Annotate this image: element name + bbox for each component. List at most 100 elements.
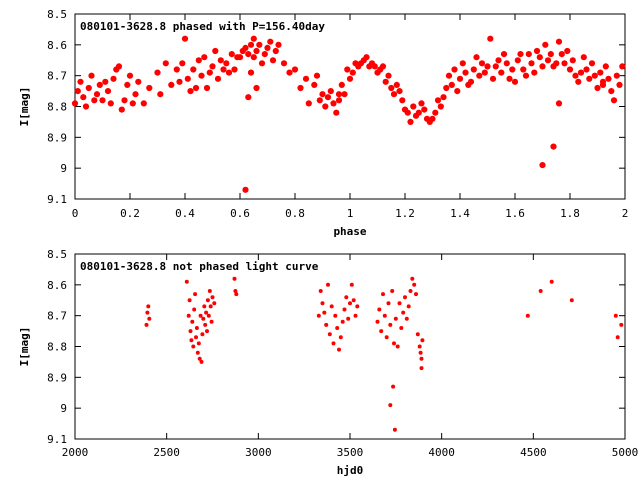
data-point bbox=[154, 69, 161, 76]
data-point bbox=[297, 84, 304, 92]
data-point bbox=[591, 72, 598, 79]
data-point bbox=[386, 301, 391, 306]
data-point bbox=[419, 366, 424, 371]
data-point bbox=[228, 51, 235, 58]
data-point bbox=[399, 326, 404, 330]
data-point bbox=[514, 57, 521, 64]
data-point bbox=[202, 304, 207, 309]
x-tick-label: 3500 bbox=[337, 446, 364, 459]
data-point bbox=[528, 60, 535, 67]
data-point bbox=[619, 322, 624, 327]
data-point bbox=[544, 57, 552, 64]
data-point bbox=[162, 60, 169, 67]
data-point bbox=[613, 313, 618, 318]
data-point bbox=[201, 54, 208, 61]
data-point bbox=[208, 304, 213, 309]
data-point bbox=[253, 47, 260, 55]
data-point bbox=[286, 69, 293, 76]
data-point bbox=[341, 91, 348, 98]
data-point bbox=[192, 307, 197, 312]
data-point bbox=[456, 75, 464, 82]
data-point bbox=[404, 316, 409, 321]
data-point bbox=[346, 75, 354, 82]
data-point bbox=[388, 84, 395, 92]
data-point bbox=[520, 66, 527, 73]
data-point bbox=[613, 72, 620, 79]
y-tick-label: 8.6 bbox=[47, 279, 67, 292]
data-point bbox=[217, 57, 224, 64]
data-point bbox=[102, 78, 109, 85]
data-point bbox=[547, 51, 554, 58]
y-tick-label: 9.1 bbox=[47, 433, 67, 446]
data-point bbox=[392, 341, 396, 346]
x-tick-label: 1 bbox=[347, 207, 354, 220]
data-point bbox=[225, 69, 233, 76]
data-point bbox=[232, 276, 237, 281]
data-point bbox=[391, 384, 396, 389]
data-point bbox=[245, 94, 252, 101]
data-point bbox=[399, 97, 406, 104]
data-point bbox=[564, 47, 571, 55]
data-point bbox=[147, 316, 152, 321]
data-point bbox=[214, 75, 222, 82]
data-point bbox=[414, 292, 418, 297]
data-point bbox=[74, 88, 81, 95]
data-point bbox=[204, 310, 209, 315]
data-point bbox=[349, 282, 354, 287]
x-tick-label: 0.8 bbox=[285, 207, 305, 220]
data-points bbox=[144, 276, 624, 432]
data-point bbox=[275, 41, 282, 48]
data-point bbox=[121, 97, 128, 104]
data-point bbox=[305, 100, 312, 107]
data-point bbox=[157, 91, 164, 98]
data-point bbox=[199, 359, 204, 364]
data-point bbox=[379, 63, 387, 70]
data-point bbox=[440, 94, 447, 101]
data-point bbox=[196, 341, 201, 346]
data-point bbox=[179, 60, 186, 67]
data-point bbox=[575, 78, 582, 85]
data-point bbox=[190, 319, 195, 324]
data-point bbox=[615, 335, 620, 340]
data-point bbox=[377, 307, 382, 312]
data-point bbox=[487, 35, 494, 42]
data-point bbox=[599, 78, 607, 85]
data-point bbox=[80, 94, 87, 101]
data-point bbox=[498, 69, 505, 76]
data-point bbox=[210, 295, 215, 300]
data-point bbox=[212, 301, 217, 306]
data-point bbox=[188, 329, 193, 334]
data-point bbox=[267, 38, 274, 45]
data-point bbox=[236, 54, 244, 61]
data-point bbox=[192, 84, 200, 92]
data-point bbox=[392, 427, 397, 432]
data-point bbox=[187, 298, 192, 303]
y-tick-label: 8.8 bbox=[47, 101, 67, 114]
data-point bbox=[401, 310, 406, 315]
data-point bbox=[200, 332, 205, 337]
plot-frame bbox=[74, 13, 626, 200]
x-tick-label: 5000 bbox=[612, 446, 639, 459]
data-point bbox=[335, 91, 343, 98]
data-point bbox=[184, 75, 191, 82]
data-point bbox=[234, 292, 239, 297]
data-point bbox=[381, 292, 385, 297]
data-point bbox=[313, 72, 321, 79]
data-point bbox=[327, 88, 334, 95]
data-point bbox=[261, 51, 268, 58]
data-point bbox=[110, 75, 117, 82]
data-point bbox=[503, 60, 510, 67]
data-point bbox=[269, 57, 277, 64]
data-point bbox=[418, 350, 423, 355]
x-tick-label: 2000 bbox=[62, 446, 89, 459]
data-point bbox=[280, 60, 288, 67]
data-point bbox=[583, 66, 590, 73]
x-tick-label: 1.4 bbox=[450, 207, 470, 220]
data-point bbox=[198, 313, 203, 318]
y-tick-label: 9 bbox=[60, 402, 67, 415]
data-point bbox=[324, 94, 332, 101]
data-point bbox=[470, 66, 477, 73]
data-point bbox=[351, 298, 356, 303]
data-point bbox=[473, 54, 480, 61]
data-point bbox=[247, 41, 255, 48]
